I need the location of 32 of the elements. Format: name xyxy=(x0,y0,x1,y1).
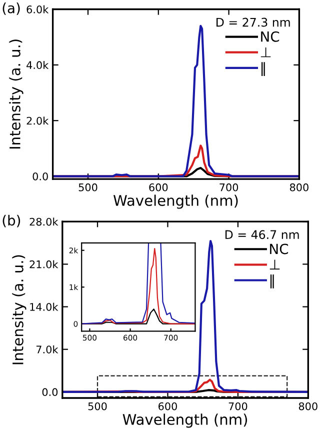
y-axis-title: Intensity (a. u.) xyxy=(12,255,26,364)
text: (b) xyxy=(2,214,20,228)
y-axis-title: Intensity (a. u.) xyxy=(9,40,24,149)
x-tick-label: 600 xyxy=(149,183,168,192)
x-tick-label: 700 xyxy=(220,183,238,192)
y-tick-label: 6.0k xyxy=(26,5,49,14)
legend-label: ‖ xyxy=(262,62,265,76)
x-axis-title: Wavelength (nm) xyxy=(122,414,248,428)
x-tick-label: 700 xyxy=(228,402,248,410)
y-tick-label: 4.0k xyxy=(26,60,49,70)
x-axis-title: Wavelength (nm) xyxy=(113,194,238,209)
text: (a) xyxy=(2,2,20,15)
y-tick-label: 0.0 xyxy=(42,388,58,396)
x-tick-label: 800 xyxy=(290,183,308,192)
x-tick-label: 600 xyxy=(158,402,177,410)
x-tick-label: 500 xyxy=(88,402,107,410)
x-tick-label: 800 xyxy=(298,402,318,410)
y-tick-label: 28.0k xyxy=(30,218,58,226)
legend-label: NC xyxy=(261,31,280,42)
legend-title: D = 46.7 nm xyxy=(225,230,299,240)
legend-label: ⊥ xyxy=(260,47,271,58)
y-tick-label: 0.0 xyxy=(32,172,48,180)
legend-title: D = 27.3 nm xyxy=(216,18,290,27)
legend-label: ‖ xyxy=(270,274,274,288)
y-tick-label: 2.0k xyxy=(26,116,49,125)
y-tick-label: 7.0k xyxy=(36,345,58,354)
x-tick-label: 500 xyxy=(78,183,98,192)
legend-label: NC xyxy=(270,244,288,254)
legend-label: ⊥ xyxy=(270,260,280,270)
y-tick-label: 14.0k xyxy=(30,302,58,311)
y-tick-label: 21.0k xyxy=(30,260,58,268)
line-series xyxy=(62,240,308,393)
